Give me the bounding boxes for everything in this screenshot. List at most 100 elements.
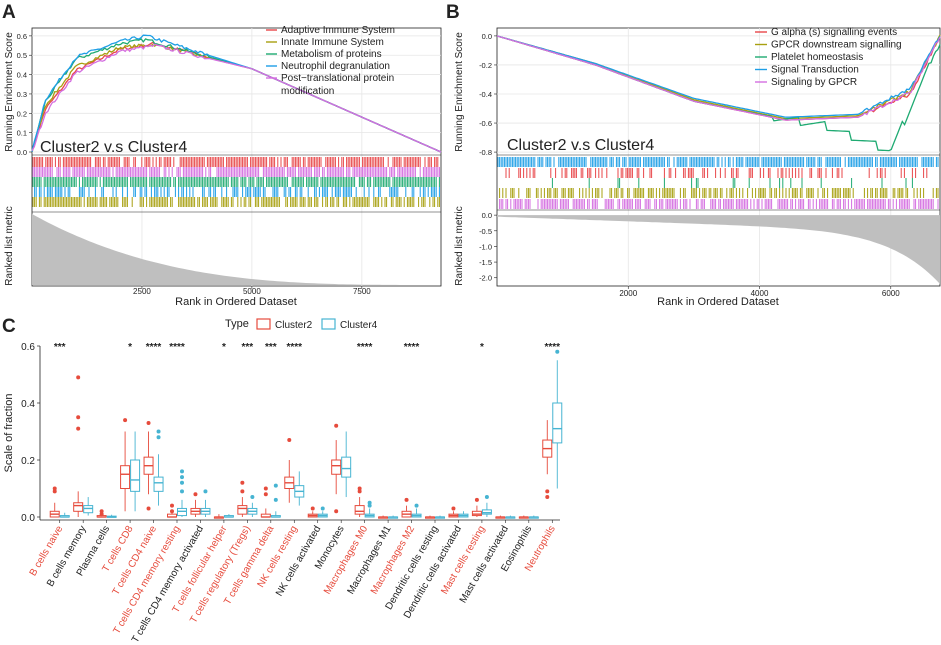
y-tick-label: 0.4 <box>21 399 35 410</box>
legend-label-cluster2: Cluster2 <box>275 320 313 331</box>
x-tick-label: 2500 <box>133 287 151 296</box>
significance-label: **** <box>357 342 373 353</box>
hit-row-olive <box>32 197 440 207</box>
es-tick-label: -0.2 <box>479 61 492 70</box>
panel-a-hit-marks <box>32 157 440 207</box>
legend-label: Platelet homeostasis <box>771 52 863 63</box>
x-tick-label: 4000 <box>751 289 769 298</box>
cluster2-outlier <box>99 512 104 517</box>
panel-a-es-lines <box>31 34 442 153</box>
panel-b-rank-ticks: 0.0 -0.5 -1.0 -1.5 -2.0 <box>479 211 497 283</box>
box-group-plasma-cells <box>96 509 117 518</box>
panel-c-plot: Type Cluster2 Cluster4 0.0 0.2 0.4 0.6 Scal… <box>3 318 563 645</box>
cluster2-box <box>354 505 365 515</box>
box-group-neutrophils <box>542 349 563 500</box>
box-group-t-cells-cd4-memory-activated <box>190 489 211 517</box>
significance-label: **** <box>169 342 185 353</box>
panel-b-ranked-metric-area <box>497 215 940 284</box>
legend-label: Post−translational protein <box>281 73 394 84</box>
legend-label: Metabolism of proteins <box>281 49 382 60</box>
legend-label: GPCR downstream signalling <box>771 40 902 51</box>
hit-row-green <box>551 178 913 188</box>
cluster2-outlier <box>451 506 456 511</box>
box-group-t-cells-gamma-delta <box>260 483 281 518</box>
panel-b-x-ticks: 2000 4000 6000 <box>619 286 900 298</box>
cluster2-outlier <box>146 506 151 511</box>
cluster4-outlier <box>555 349 560 354</box>
cluster2-outlier <box>146 420 151 425</box>
panel-a-ylabel-es: Running Enrichment Score <box>4 32 15 152</box>
cluster2-outlier <box>263 486 268 491</box>
hit-row-blue <box>34 187 440 197</box>
legend-label-cluster4: Cluster4 <box>340 320 378 331</box>
cluster2-outlier <box>52 486 57 491</box>
cluster2-outlier <box>52 489 57 494</box>
panel-b-hit-marks <box>497 157 939 209</box>
panel-c-letter: C <box>2 316 16 337</box>
x-tick-label: 6000 <box>882 289 900 298</box>
cluster4-outlier <box>180 475 184 480</box>
cluster2-outlier <box>240 480 245 485</box>
cluster4-outlier <box>414 503 419 508</box>
es-tick-label: 0.2 <box>17 109 27 118</box>
panel-b-es-lines <box>496 34 941 152</box>
box-group-mast-cells-resting <box>471 495 492 517</box>
hit-row-red <box>505 168 928 178</box>
es-tick-label: -0.6 <box>479 119 492 128</box>
cluster2-box <box>331 459 342 475</box>
cluster2-box <box>120 465 131 490</box>
rank-tick-label: -0.5 <box>479 227 492 236</box>
cluster4-outlier <box>180 469 184 474</box>
cluster2-box <box>471 510 482 517</box>
es-tick-label: 0.0 <box>17 148 27 157</box>
panel-b-ylabel-rank: Ranked list metric <box>454 206 465 285</box>
significance-label: *** <box>242 342 254 353</box>
panel-b-letter: B <box>446 2 460 23</box>
box-group-t-cells-regulatory-tregs- <box>237 480 258 517</box>
x-tick-label: 7500 <box>353 287 371 296</box>
cluster4-box <box>83 505 94 514</box>
rank-tick-label: -2.0 <box>479 274 492 283</box>
box-group-nk-cells-resting <box>284 438 305 506</box>
panel-c-legend-title: Type <box>225 318 249 330</box>
cluster4-box <box>130 459 141 492</box>
cluster2-outlier <box>334 423 339 428</box>
panel-c-ylabel: Scale of fraction <box>3 394 15 473</box>
legend-label: modification <box>281 86 334 97</box>
cluster2-outlier <box>263 492 268 497</box>
significance-label: **** <box>544 342 560 353</box>
hit-row-green <box>32 177 440 187</box>
box-group-macrophages-m0 <box>354 486 375 518</box>
cluster2-outlier <box>76 426 81 431</box>
cluster4-outlier <box>156 429 161 434</box>
panel-b-plot: 0.0-0.2-0.4-0.6-0.8 0.0-0.5-1.0-1.5-2.0 … <box>454 27 941 308</box>
box-group-macrophages-m2 <box>401 497 422 518</box>
cluster2-outlier <box>193 492 198 497</box>
es-tick-label: -0.4 <box>479 90 492 99</box>
panel-a-ylabel-rank: Ranked list metric <box>4 206 15 285</box>
box-group-nk-cells-activated <box>307 506 328 518</box>
panel-c-y-ticks: 0.0 0.2 0.4 0.6 <box>21 342 40 524</box>
box-group-dendritic-cells-activated <box>448 506 469 518</box>
legend-swatch-cluster2 <box>256 318 271 330</box>
significance-label: **** <box>146 342 162 353</box>
y-tick-label: 0.6 <box>21 342 35 353</box>
box-group-mast-cells-activated <box>495 515 516 519</box>
cluster2-outlier <box>123 418 128 423</box>
legend-label: Adaptive Immune System <box>281 25 395 36</box>
es-tick-label: -0.8 <box>479 148 492 157</box>
panel-a-xlabel: Rank in Ordered Dataset <box>175 296 297 308</box>
es-line-signaling-by-gpcr <box>496 35 941 121</box>
legend-label: Signaling by GPCR <box>771 77 857 88</box>
significance-label: *** <box>265 342 277 353</box>
box-group-t-cells-cd4-naive <box>143 420 164 511</box>
hit-row-olive <box>499 188 939 198</box>
cluster4-outlier <box>203 489 208 494</box>
cluster2-outlier <box>334 509 339 514</box>
panel-a-es-ticks: 0.0 0.1 0.2 0.3 0.4 0.5 0.6 <box>17 32 32 157</box>
hit-row-magenta <box>499 199 939 209</box>
cluster4-outlier <box>320 506 325 511</box>
es-tick-label: 0.0 <box>482 32 492 41</box>
cluster2-outlier <box>474 497 479 502</box>
panel-b-legend: G alpha (s) signalling events GPCR downst… <box>755 27 902 88</box>
